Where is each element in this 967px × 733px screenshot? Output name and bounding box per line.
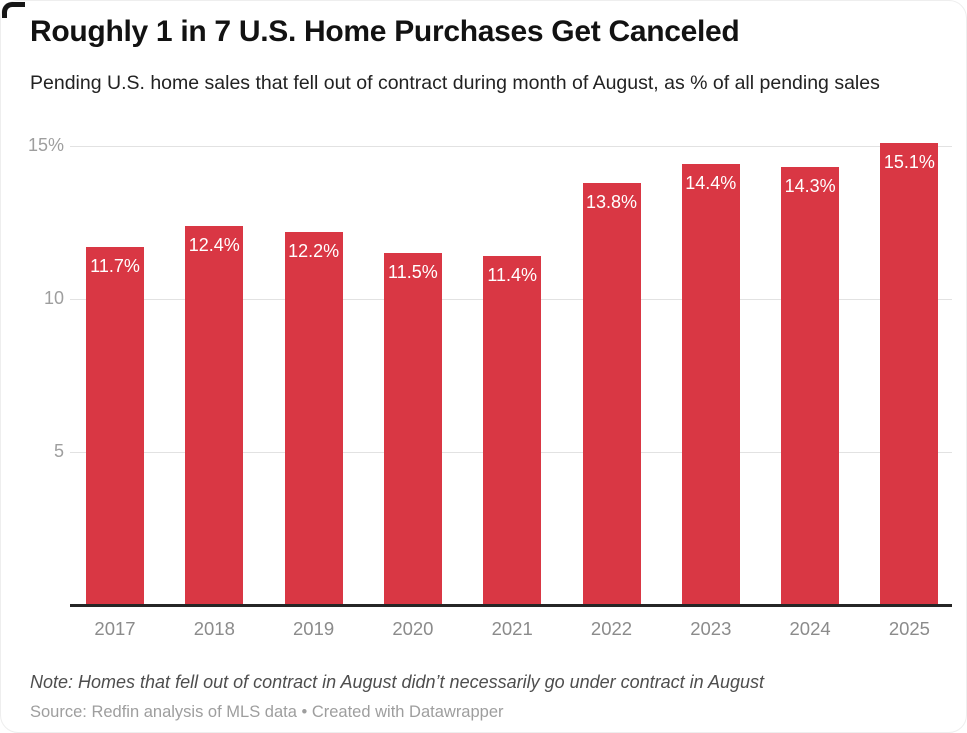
bar-value-label-2019: 12.2% xyxy=(288,240,340,261)
chart-title: Roughly 1 in 7 U.S. Home Purchases Get C… xyxy=(30,15,740,48)
chart-source: Source: Redfin analysis of MLS data • Cr… xyxy=(30,703,504,721)
bar-value-label-2022: 13.8% xyxy=(585,191,638,212)
bar-value-label-2024: 14.3% xyxy=(784,176,836,197)
x-tick-label-2023: 2023 xyxy=(690,618,732,639)
y-tick-label-5: 5 xyxy=(53,441,64,461)
bar-2024 xyxy=(781,167,840,605)
bar-2023 xyxy=(681,164,740,605)
y-tick-label-15: 15% xyxy=(27,135,64,155)
bar-value-label-2017: 11.7% xyxy=(90,256,140,276)
bar-2020 xyxy=(383,253,442,605)
y-tick-label-10: 10 xyxy=(43,288,64,308)
bar-2022 xyxy=(582,182,641,605)
chart-note: Note: Homes that fell out of contract in… xyxy=(30,672,765,692)
x-tick-label-2024: 2024 xyxy=(789,618,831,639)
x-tick-label-2019: 2019 xyxy=(293,618,335,639)
bar-2017 xyxy=(86,247,144,605)
bar-value-label-2020: 11.5% xyxy=(388,262,438,283)
x-tick-label-2020: 2020 xyxy=(392,618,434,639)
bar-value-label-2018: 12.4% xyxy=(188,234,240,255)
bar-2019 xyxy=(284,231,343,605)
bar-2018 xyxy=(185,225,244,605)
x-tick-label-2017: 2017 xyxy=(94,618,136,639)
x-tick-label-2018: 2018 xyxy=(193,618,235,639)
x-tick-label-2022: 2022 xyxy=(590,618,633,639)
gridline-15 xyxy=(70,146,952,147)
screenshot-corner-artifact xyxy=(2,2,25,18)
bar-2025 xyxy=(880,142,939,605)
bar-value-label-2023: 14.4% xyxy=(685,173,737,194)
bar-2021 xyxy=(483,256,542,605)
bar-value-label-2025: 15.1% xyxy=(883,151,935,172)
x-tick-label-2025: 2025 xyxy=(888,618,930,639)
x-tick-label-2021: 2021 xyxy=(491,618,533,639)
chart-subtitle: Pending U.S. home sales that fell out of… xyxy=(30,72,880,94)
bar-value-label-2021: 11.4% xyxy=(487,265,538,286)
x-axis-line xyxy=(70,604,952,607)
